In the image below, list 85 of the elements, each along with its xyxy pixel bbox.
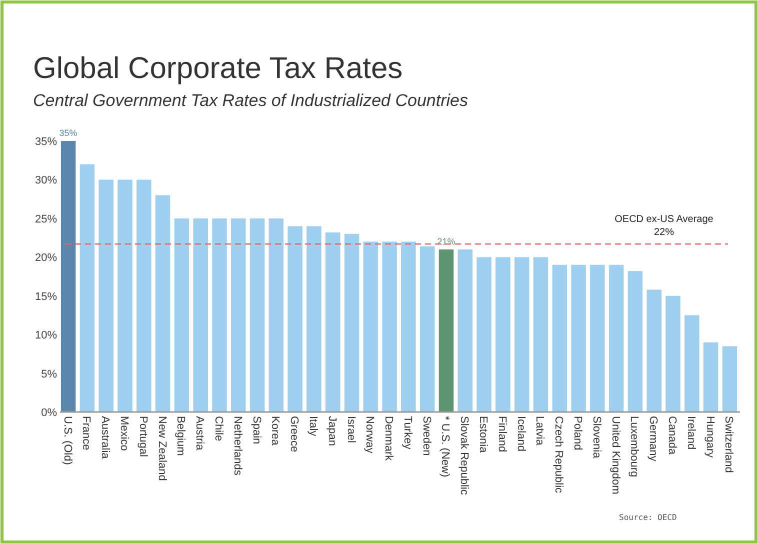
x-tick-label: Japan: [326, 416, 338, 446]
bar: [250, 218, 265, 412]
bar: [703, 342, 718, 412]
chart-subtitle: Central Government Tax Rates of Industrialized Countries: [33, 91, 468, 110]
x-tick-label: Germany: [647, 416, 660, 462]
bar: [193, 218, 208, 412]
x-tick-label: Netherlands: [231, 416, 244, 476]
y-tick-label: 10%: [34, 330, 58, 342]
bar: [382, 242, 397, 412]
y-tick-label: 5%: [41, 368, 58, 380]
bar: [608, 264, 624, 412]
x-tick-label: Portugal: [136, 416, 149, 457]
x-tick-label: Slovenia: [590, 416, 602, 460]
bar: [288, 226, 302, 412]
y-tick-label: 25%: [34, 213, 58, 226]
x-tick-label: New Zealand: [156, 416, 168, 481]
bar: [684, 315, 700, 412]
bar: [571, 264, 586, 412]
bar: [722, 346, 738, 412]
x-tick-label: Finland: [496, 416, 508, 452]
x-tick-label: Chile: [212, 416, 224, 442]
x-tick-label: France: [80, 416, 92, 450]
bar: [590, 264, 605, 412]
bar: [155, 195, 170, 412]
x-tick-label: Israel: [344, 416, 357, 443]
x-tick-label: Sweden: [420, 416, 432, 456]
bar: [212, 218, 227, 412]
x-tick-label: Iceland: [514, 416, 527, 452]
data-label: 35%: [59, 128, 78, 138]
bar: [80, 164, 95, 412]
chart-title: Global Corporate Tax Rates: [33, 52, 403, 85]
bar: [496, 257, 510, 412]
bar: [268, 218, 284, 412]
bar: [98, 180, 114, 412]
x-tick-label: Austria: [194, 416, 206, 452]
bar: [628, 271, 643, 412]
x-tick-label: Italy: [306, 416, 319, 437]
y-tick-label: 20%: [34, 252, 58, 264]
x-tick-label: Slovak Republic: [458, 416, 470, 496]
x-tick-label: U.S. (Old): [61, 416, 74, 465]
x-tick-label: Korea: [269, 416, 282, 446]
x-tick-label: Estonia: [477, 416, 490, 454]
y-tick-label: 15%: [34, 290, 58, 303]
x-tick-label: Poland: [572, 416, 584, 450]
x-tick-label: Turkey: [401, 416, 414, 450]
x-tick-label: Latvia: [534, 416, 546, 446]
bar: [174, 218, 190, 412]
bar: [476, 257, 492, 412]
bar: [325, 232, 340, 412]
y-tick-label: 35%: [34, 136, 58, 148]
bar: [118, 180, 132, 412]
bar: [514, 257, 530, 412]
x-tick-label: Czech Republic: [552, 416, 565, 494]
bar: [60, 141, 76, 412]
x-tick-label: Ireland: [684, 416, 697, 450]
x-tick-label: Denmark: [382, 416, 395, 462]
x-tick-label: Hungary: [704, 416, 716, 458]
bar: [666, 296, 680, 412]
x-tick-label: Australia: [99, 416, 112, 460]
bar: [344, 234, 360, 412]
y-tick-label: 30%: [34, 174, 58, 187]
bar: [363, 242, 378, 412]
bar: [533, 257, 548, 412]
x-tick-label: Mexico: [118, 416, 130, 451]
bar: [306, 226, 322, 412]
x-tick-label: Spain: [250, 416, 262, 444]
x-tick-label: Belgium: [174, 416, 187, 456]
bar: [401, 242, 416, 412]
x-tick-label: Luxembourg: [628, 416, 640, 478]
source-note: Source: OECD: [619, 513, 677, 522]
x-tick-label: Switzerland: [722, 416, 735, 473]
bar: [136, 180, 152, 412]
x-tick-label: Norway: [364, 416, 376, 454]
x-tick-label: Greece: [288, 416, 300, 452]
bar: [646, 290, 662, 412]
x-tick-label: United Kingdom: [609, 416, 622, 494]
bar: [458, 249, 473, 412]
x-tick-label: * U.S. (New): [439, 416, 452, 478]
bar: [552, 264, 567, 412]
x-tick-label: Canada: [666, 416, 678, 456]
bar: [420, 246, 435, 412]
ref-line-label: OECD ex-US Average 22%: [614, 214, 714, 238]
bar: [438, 249, 454, 412]
bar: [231, 218, 246, 412]
y-tick-label: 0%: [41, 407, 58, 419]
